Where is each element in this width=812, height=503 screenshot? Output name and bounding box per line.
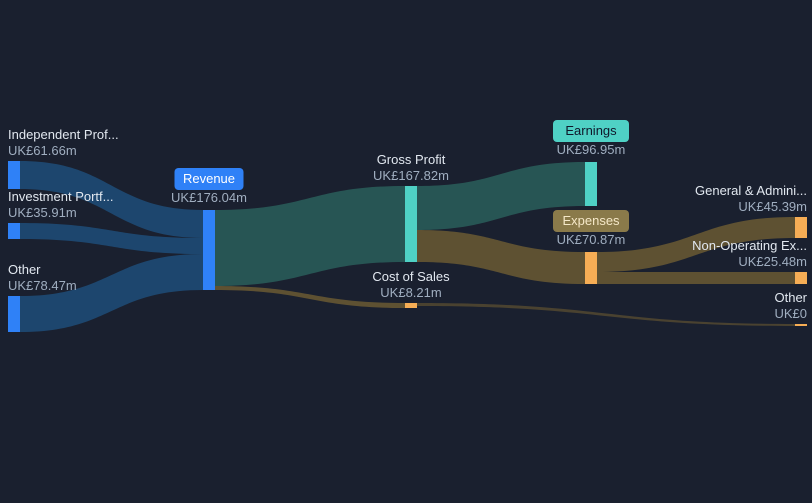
node-value-earn: UK£96.95m [557, 142, 626, 157]
node-label-invest: Investment Portf... [8, 189, 114, 204]
node-label-nonop: Non-Operating Ex... [692, 238, 807, 253]
node-value-otherR: UK£0 [774, 306, 807, 321]
sankey-chart: Independent Prof...UK£61.66m Investment P… [0, 0, 812, 503]
sankey-link [215, 286, 405, 308]
node-value-otherL: UK£78.47m [8, 278, 77, 293]
sankey-node-nonop [795, 272, 807, 284]
node-value-revenue: UK£176.04m [171, 190, 247, 205]
sankey-link [20, 254, 203, 332]
sankey-link [417, 303, 795, 326]
sankey-node-revenue [203, 210, 215, 290]
sankey-node-cost [405, 303, 417, 308]
sankey-node-invest [8, 223, 20, 239]
node-label-gna: General & Admini... [695, 183, 807, 198]
node-label-cost: Cost of Sales [372, 269, 450, 284]
badge-label-revenue: Revenue [183, 171, 235, 186]
badge-label-exp: Expenses [562, 213, 620, 228]
node-value-exp: UK£70.87m [557, 232, 626, 247]
node-value-gna: UK£45.39m [738, 199, 807, 214]
sankey-node-otherR [795, 324, 807, 326]
sankey-node-gna [795, 217, 807, 238]
node-value-gross: UK£167.82m [373, 168, 449, 183]
sankey-node-indep [8, 161, 20, 189]
badge-label-earn: Earnings [565, 123, 617, 138]
sankey-node-earn [585, 162, 597, 206]
node-label-otherR: Other [774, 290, 807, 305]
node-label-otherL: Other [8, 262, 41, 277]
sankey-node-otherL [8, 296, 20, 332]
sankey-link [597, 272, 795, 284]
node-value-indep: UK£61.66m [8, 143, 77, 158]
node-value-cost: UK£8.21m [380, 285, 441, 300]
node-value-invest: UK£35.91m [8, 205, 77, 220]
node-value-nonop: UK£25.48m [738, 254, 807, 269]
node-label-gross: Gross Profit [377, 152, 446, 167]
sankey-node-exp [585, 252, 597, 284]
sankey-node-gross [405, 186, 417, 262]
node-label-indep: Independent Prof... [8, 127, 119, 142]
